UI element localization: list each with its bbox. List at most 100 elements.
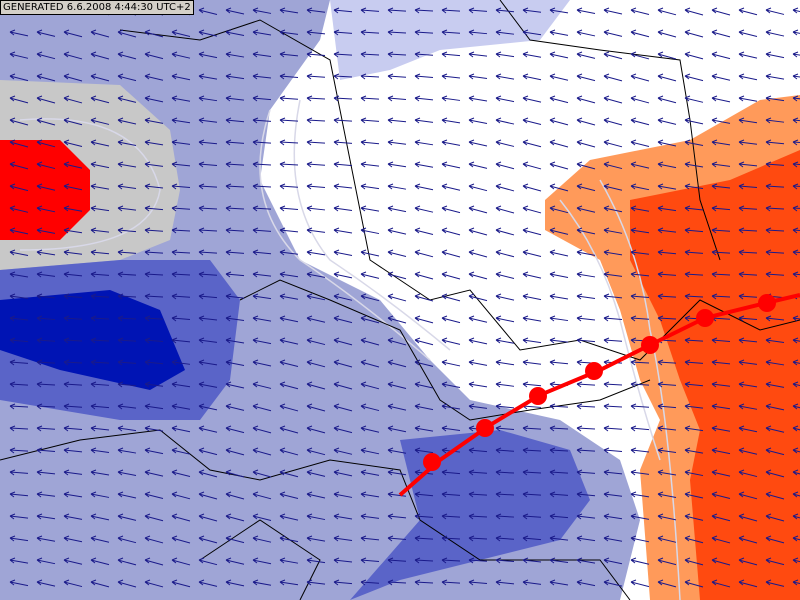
wind-arrow xyxy=(90,513,110,521)
wind-arrow xyxy=(144,95,164,103)
wind-arrow xyxy=(144,557,164,566)
wind-arrow xyxy=(684,51,704,60)
wind-arrow xyxy=(495,513,515,520)
wind-arrow xyxy=(414,491,434,498)
wind-arrow xyxy=(792,139,800,146)
wind-arrow xyxy=(360,249,380,257)
wind-arrow xyxy=(657,51,677,60)
wind-arrow xyxy=(441,205,461,214)
wind-arrow xyxy=(549,359,569,366)
wind-arrow xyxy=(603,95,623,104)
wind-arrow xyxy=(657,95,677,104)
wind-arrow xyxy=(765,227,785,234)
wind-arrow xyxy=(252,447,272,456)
wind-arrow xyxy=(360,227,380,235)
wind-arrow xyxy=(576,491,596,498)
wind-arrow xyxy=(144,249,164,256)
cold-area-light xyxy=(330,0,570,80)
wind-arrow xyxy=(171,579,191,588)
wind-arrow xyxy=(549,469,569,476)
wind-arrow xyxy=(171,73,191,81)
wind-arrow xyxy=(360,359,380,368)
wind-arrow xyxy=(36,557,56,565)
wind-arrow xyxy=(711,29,731,38)
wind-arrow xyxy=(144,447,164,455)
wind-arrow xyxy=(9,117,29,126)
wind-arrow xyxy=(252,117,272,124)
wind-arrow xyxy=(495,381,515,388)
wind-arrow xyxy=(117,73,137,82)
wind-arrow xyxy=(171,249,191,256)
wind-arrow xyxy=(441,271,461,280)
wind-arrow xyxy=(9,271,29,278)
wind-arrow xyxy=(657,579,677,588)
wind-arrow xyxy=(603,139,623,148)
wind-arrow xyxy=(9,227,29,235)
wind-arrow xyxy=(252,403,272,412)
wind-arrow xyxy=(441,513,461,520)
wind-arrow xyxy=(387,227,407,235)
wind-arrow xyxy=(387,425,407,433)
wind-arrow xyxy=(117,249,137,256)
wind-arrow xyxy=(711,161,731,168)
wind-arrow xyxy=(252,315,272,322)
wind-arrow xyxy=(576,73,596,82)
wind-arrow xyxy=(603,227,623,234)
wind-arrow xyxy=(414,95,434,102)
wind-arrow xyxy=(63,29,83,38)
wind-arrow xyxy=(684,557,704,566)
wind-arrow xyxy=(468,579,488,586)
wind-arrow xyxy=(738,557,758,566)
wind-arrow xyxy=(414,359,434,367)
wind-arrow xyxy=(792,381,800,388)
wind-arrow xyxy=(387,293,407,302)
wind-arrow xyxy=(90,117,110,125)
wind-arrow xyxy=(225,139,245,146)
wind-arrow xyxy=(684,95,704,103)
wind-arrow xyxy=(738,579,758,588)
wind-arrow xyxy=(414,337,434,346)
wind-arrow xyxy=(63,249,83,256)
wind-arrow xyxy=(144,337,164,344)
wind-arrow xyxy=(468,7,488,14)
wind-arrow xyxy=(792,51,800,58)
wind-arrow xyxy=(333,117,353,124)
wind-arrow xyxy=(90,73,110,82)
wind-arrow xyxy=(9,337,29,344)
wind-arrow xyxy=(198,29,218,37)
wind-arrow xyxy=(36,293,56,300)
wind-arrow xyxy=(90,403,110,410)
wind-arrow xyxy=(765,161,785,168)
wind-arrow xyxy=(9,139,29,148)
wind-arrow xyxy=(171,293,191,300)
wind-arrow xyxy=(198,51,218,59)
wind-arrow xyxy=(90,29,110,38)
wind-arrow xyxy=(225,7,245,15)
wind-arrow xyxy=(279,491,299,499)
wind-arrow xyxy=(684,535,704,544)
wind-arrow xyxy=(522,117,542,126)
wind-arrow xyxy=(603,249,623,256)
wind-arrow xyxy=(360,117,380,124)
wind-arrow xyxy=(360,491,380,498)
wind-arrow xyxy=(279,337,299,345)
wind-arrow xyxy=(306,447,326,456)
wind-arrow xyxy=(414,293,434,302)
wind-arrow xyxy=(414,205,434,213)
wind-arrow xyxy=(765,535,785,544)
wind-arrow xyxy=(279,73,299,80)
wind-arrow xyxy=(522,293,542,301)
wind-arrow xyxy=(630,557,650,565)
wind-arrow xyxy=(144,227,164,234)
wind-arrow xyxy=(630,205,650,212)
wind-arrow xyxy=(144,183,164,190)
wind-arrow xyxy=(252,293,272,300)
wind-arrow xyxy=(9,513,29,520)
wind-arrow xyxy=(441,139,461,146)
wind-arrow xyxy=(225,95,245,102)
wind-arrow xyxy=(657,205,677,212)
wind-arrow xyxy=(522,7,542,14)
wind-arrow xyxy=(279,117,299,124)
front-symbol xyxy=(476,419,494,437)
wind-arrow xyxy=(738,315,758,322)
